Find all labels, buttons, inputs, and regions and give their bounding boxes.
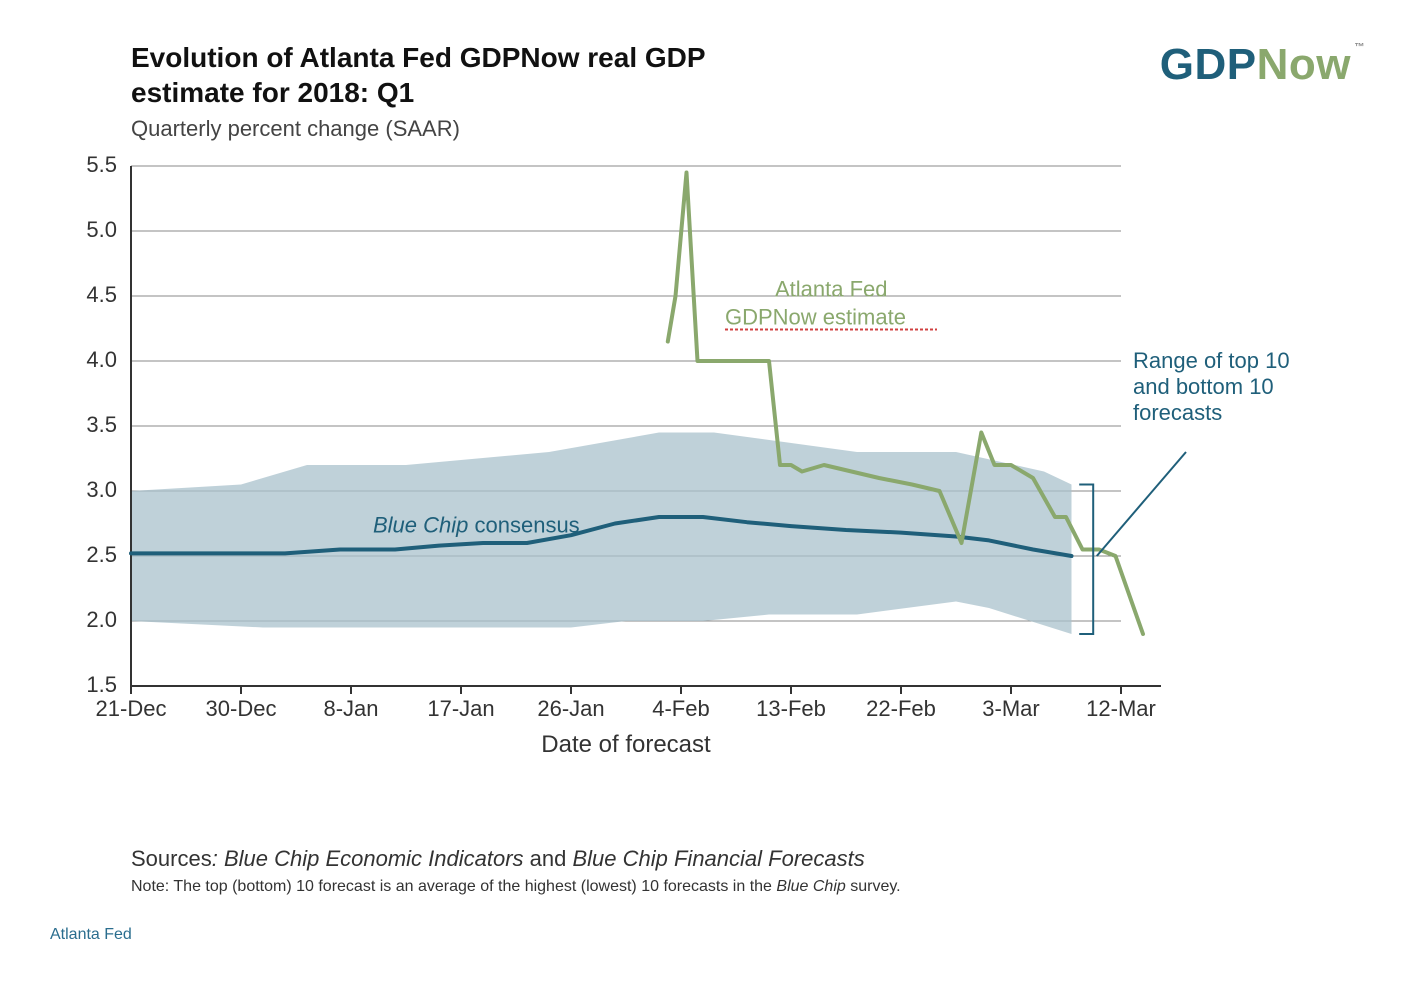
x-tick-label: 13-Feb [756,696,826,721]
sources-i1: Blue Chip Economic Indicators [224,846,524,871]
x-tick-label: 3-Mar [982,696,1039,721]
logo-tm: ™ [1355,42,1366,53]
range-label-line1: Range of top 10 [1133,348,1290,373]
y-tick-label: 4.5 [86,282,117,307]
y-tick-label: 3.5 [86,412,117,437]
x-tick-label: 17-Jan [427,696,494,721]
x-tick-label: 22-Feb [866,696,936,721]
y-tick-label: 3.0 [86,477,117,502]
sources-i2: Blue Chip Financial Forecasts [572,846,864,871]
x-axis-title: Date of forecast [541,731,711,758]
header-row: Evolution of Atlanta Fed GDPNow real GDP… [51,40,1351,142]
note-suffix: survey. [846,878,901,895]
note-line: Note: The top (bottom) 10 forecast is an… [131,878,1351,896]
chart-container: Evolution of Atlanta Fed GDPNow real GDP… [51,40,1351,896]
y-tick-label: 4.0 [86,347,117,372]
label-blue-chip-consensus: Blue Chip consensus [373,513,580,538]
sources-line: Sources: Blue Chip Economic Indicators a… [131,846,1351,872]
y-tick-label: 5.5 [86,156,117,177]
label-gdpnow-line2: GDPNow estimate [725,305,906,330]
attribution: Atlanta Fed [50,926,1352,944]
sources-sep: : [212,846,224,871]
label-gdpnow-line1: Atlanta Fed [775,277,888,302]
y-tick-label: 5.0 [86,217,117,242]
chart-subtitle: Quarterly percent change (SAAR) [131,116,731,142]
sources-mid: and [524,846,573,871]
x-tick-label: 30-Dec [206,696,277,721]
x-tick-label: 4-Feb [652,696,709,721]
chart-svg: 1.5 2.0 2.5 3.0 3.5 4.0 4.5 5.0 5.5 21-Dec 30-Dec 8… [51,156,1351,806]
gdpnow-logo: GDPNow™ [1160,40,1351,90]
sources-prefix: Sources [131,846,212,871]
y-tick-label: 1.5 [86,672,117,697]
plot-area: 1.5 2.0 2.5 3.0 3.5 4.0 4.5 5.0 5.5 21-Dec 30-Dec 8… [51,156,1351,806]
y-tick-label: 2.5 [86,542,117,567]
range-bracket [1079,485,1093,635]
note-prefix: Note: The top (bottom) 10 forecast is an… [131,878,776,895]
x-tick-label: 26-Jan [537,696,604,721]
logo-part2: Now [1257,40,1351,89]
x-tick-label: 8-Jan [323,696,378,721]
logo-part1: GDP [1160,40,1257,89]
range-label-line2: and bottom 10 [1133,374,1274,399]
y-tick-label: 2.0 [86,607,117,632]
x-tick-label: 12-Mar [1086,696,1156,721]
note-i: Blue Chip [776,878,845,895]
title-block: Evolution of Atlanta Fed GDPNow real GDP… [131,40,731,142]
chart-title: Evolution of Atlanta Fed GDPNow real GDP… [131,40,731,110]
x-tick-label: 21-Dec [96,696,167,721]
range-label-line3: forecasts [1133,400,1222,425]
range-pointer-line [1097,452,1186,556]
